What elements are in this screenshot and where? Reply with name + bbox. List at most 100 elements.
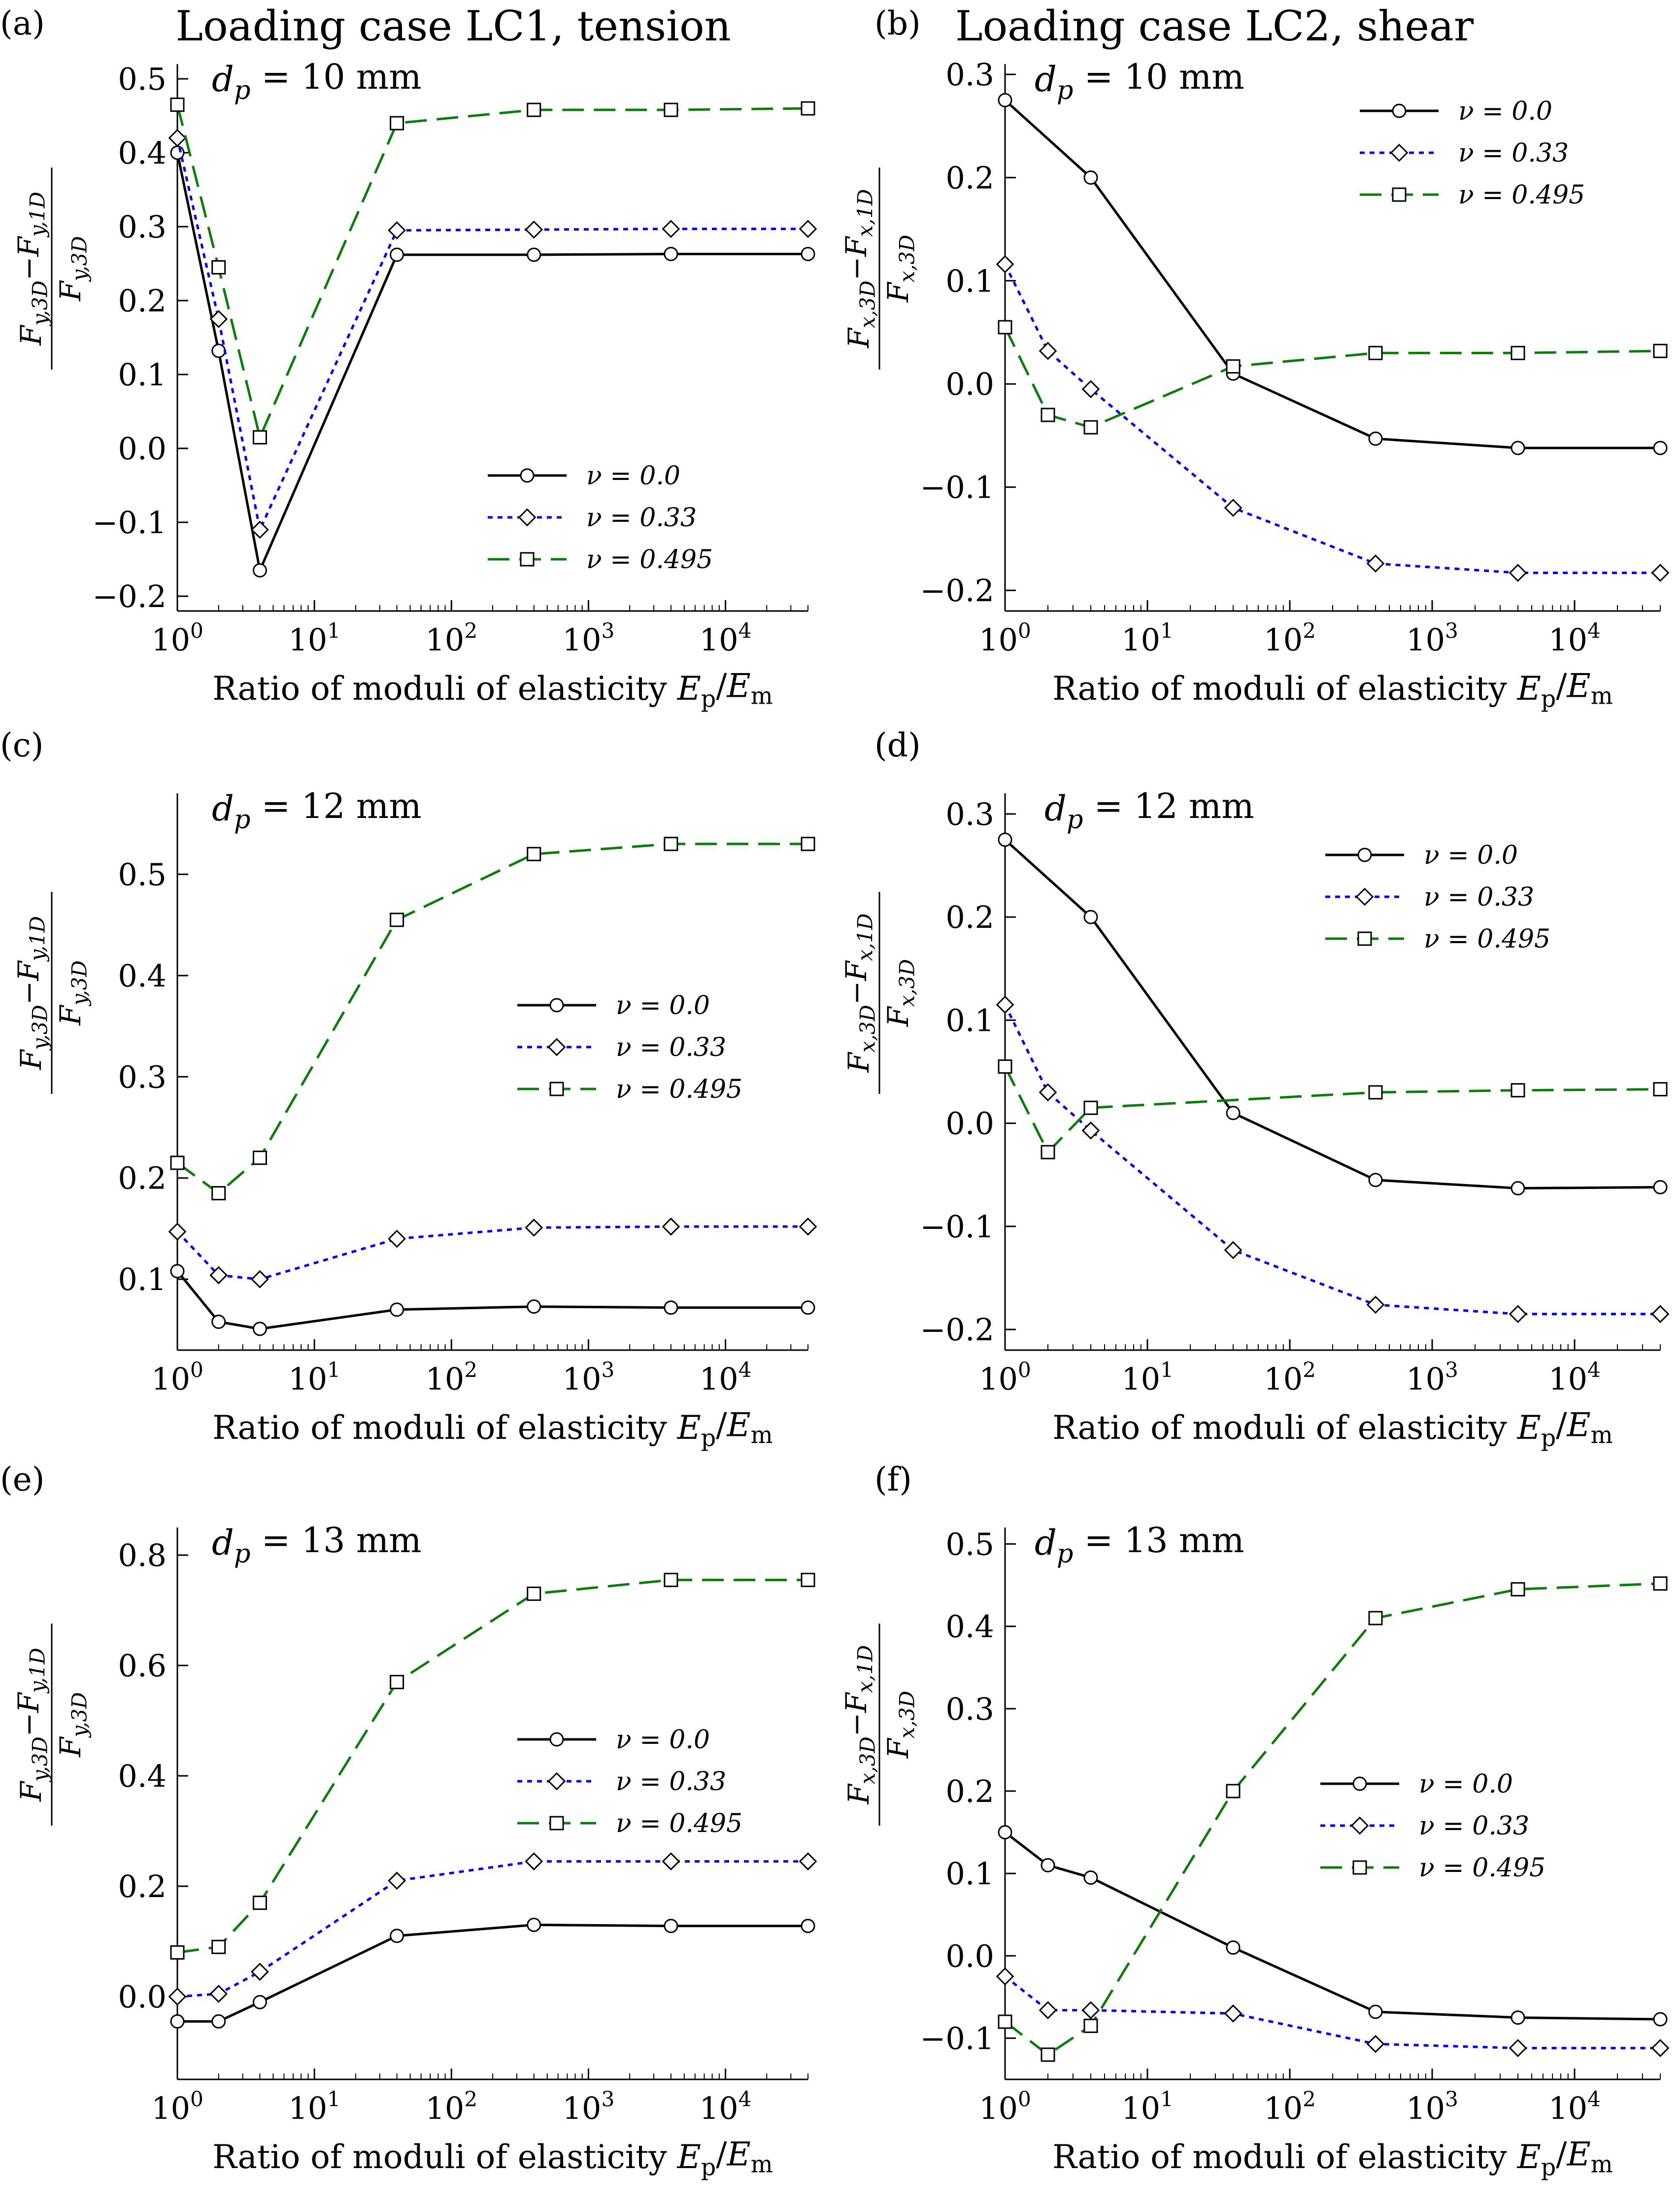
dp-annotation: dp = 10 mm (212, 57, 422, 105)
legend-entry: ν = 0.495 (616, 1075, 742, 1104)
data-point (1083, 420, 1098, 435)
x-tick-label: 103 (1406, 1358, 1458, 1397)
data-point (1368, 345, 1383, 360)
y-tick-label: 0.2 (945, 899, 994, 935)
y-tick-label: 0.3 (945, 796, 994, 832)
data-point (388, 221, 406, 239)
panel-label: (a) (0, 4, 45, 42)
series-0 (170, 1264, 815, 1336)
y-label-denominator: Fx,3D (881, 1691, 919, 1759)
data-point (1511, 2010, 1525, 2025)
data-point (1368, 1085, 1383, 1100)
y-label-denominator: Fy,3D (54, 960, 92, 1026)
legend-entry: ν = 0.0 (586, 461, 680, 491)
data-point (1651, 564, 1670, 582)
legend-marker (1392, 187, 1407, 202)
data-point (251, 520, 269, 539)
legend-entry: ν = 0.495 (616, 1809, 742, 1838)
x-tick-label: 103 (1406, 619, 1458, 658)
x-tick-label: 104 (700, 619, 752, 658)
series-line (1004, 1066, 1661, 1154)
data-point (388, 1871, 406, 1890)
series-1 (168, 1852, 817, 2006)
data-point (390, 913, 404, 927)
y-tick-label: −0.2 (92, 578, 167, 614)
data-point (801, 247, 815, 261)
data-point (1039, 1083, 1057, 1102)
data-point (996, 255, 1014, 273)
x-tick-label: 100 (151, 619, 203, 658)
legend-entry: ν = 0.495 (1419, 1853, 1546, 1883)
legend-entry: ν = 0.33 (1458, 138, 1569, 168)
data-point (1226, 1940, 1241, 1955)
x-tick-label: 103 (563, 619, 615, 658)
data-point (211, 1314, 226, 1329)
y-tick-label: −0.1 (92, 505, 167, 541)
x-tick-label: 101 (288, 1358, 340, 1397)
panel-label: (d) (874, 726, 921, 764)
x-tick-label: 100 (979, 1358, 1031, 1397)
y-tick-label: 0.2 (118, 1868, 167, 1904)
y-tick-label: 0.0 (118, 1979, 167, 2015)
x-tick-label: 102 (1264, 1358, 1316, 1397)
data-point (1083, 1100, 1098, 1115)
y-tick-label: 0.1 (945, 263, 994, 299)
data-point (527, 847, 541, 861)
y-tick-label: 0.5 (945, 1526, 994, 1562)
data-point (664, 102, 678, 117)
data-point (170, 1264, 185, 1279)
series-0 (170, 1917, 815, 2029)
data-point (801, 1572, 815, 1587)
legend-marker (518, 508, 537, 527)
series-1 (996, 1967, 1670, 2057)
x-tick-label: 104 (700, 2087, 752, 2126)
x-tick-label: 100 (151, 2087, 203, 2126)
data-point (1226, 359, 1241, 374)
legend-marker (1392, 103, 1407, 118)
y-tick-label: 0.1 (945, 1856, 994, 1892)
legend: ν = 0.0 ν = 0.33 ν = 0.495 (517, 991, 742, 1104)
legend-entry: ν = 0.495 (1458, 180, 1585, 210)
data-point (1511, 1582, 1525, 1596)
series-line (1004, 839, 1661, 1189)
data-point (664, 1919, 678, 1934)
data-point (527, 1586, 541, 1601)
x-axis-label: Ratio of moduli of elasticity Ep/Em (212, 667, 773, 713)
x-tick-label: 102 (1264, 2087, 1316, 2126)
series-1 (996, 255, 1670, 582)
data-point (801, 837, 815, 851)
data-point (1509, 2039, 1527, 2057)
data-point (211, 2014, 226, 2029)
legend-marker (1352, 1860, 1367, 1875)
column-title-tension: Loading case LC1, tension (175, 2, 731, 50)
data-point (251, 1963, 269, 1981)
data-point (525, 1852, 543, 1870)
data-point (799, 220, 817, 238)
legend-entry: ν = 0.0 (616, 991, 710, 1020)
legend: ν = 0.0 ν = 0.33 ν = 0.495 (488, 461, 713, 575)
y-tick-label: 0.5 (118, 61, 167, 97)
data-point (1509, 564, 1527, 582)
data-point (801, 101, 815, 116)
series-line (176, 843, 808, 1194)
data-point (998, 832, 1012, 847)
data-point (1226, 1784, 1241, 1799)
series-line (177, 1923, 808, 2023)
data-point (664, 837, 678, 851)
y-tick-label: 0.2 (118, 1160, 167, 1196)
data-point (211, 343, 226, 358)
x-tick-label: 102 (1264, 619, 1316, 658)
legend-entry: ν = 0.0 (616, 1725, 710, 1755)
legend: ν = 0.0 ν = 0.33 ν = 0.495 (1360, 97, 1585, 210)
data-point (252, 1322, 267, 1336)
y-tick-label: 0.3 (945, 57, 994, 93)
y-tick-label: 0.2 (945, 1773, 994, 1809)
data-point (1653, 1082, 1668, 1097)
data-point (1511, 1181, 1525, 1195)
y-tick-label: 0.2 (945, 160, 994, 196)
series-line (1004, 99, 1660, 449)
data-point (168, 1222, 187, 1241)
